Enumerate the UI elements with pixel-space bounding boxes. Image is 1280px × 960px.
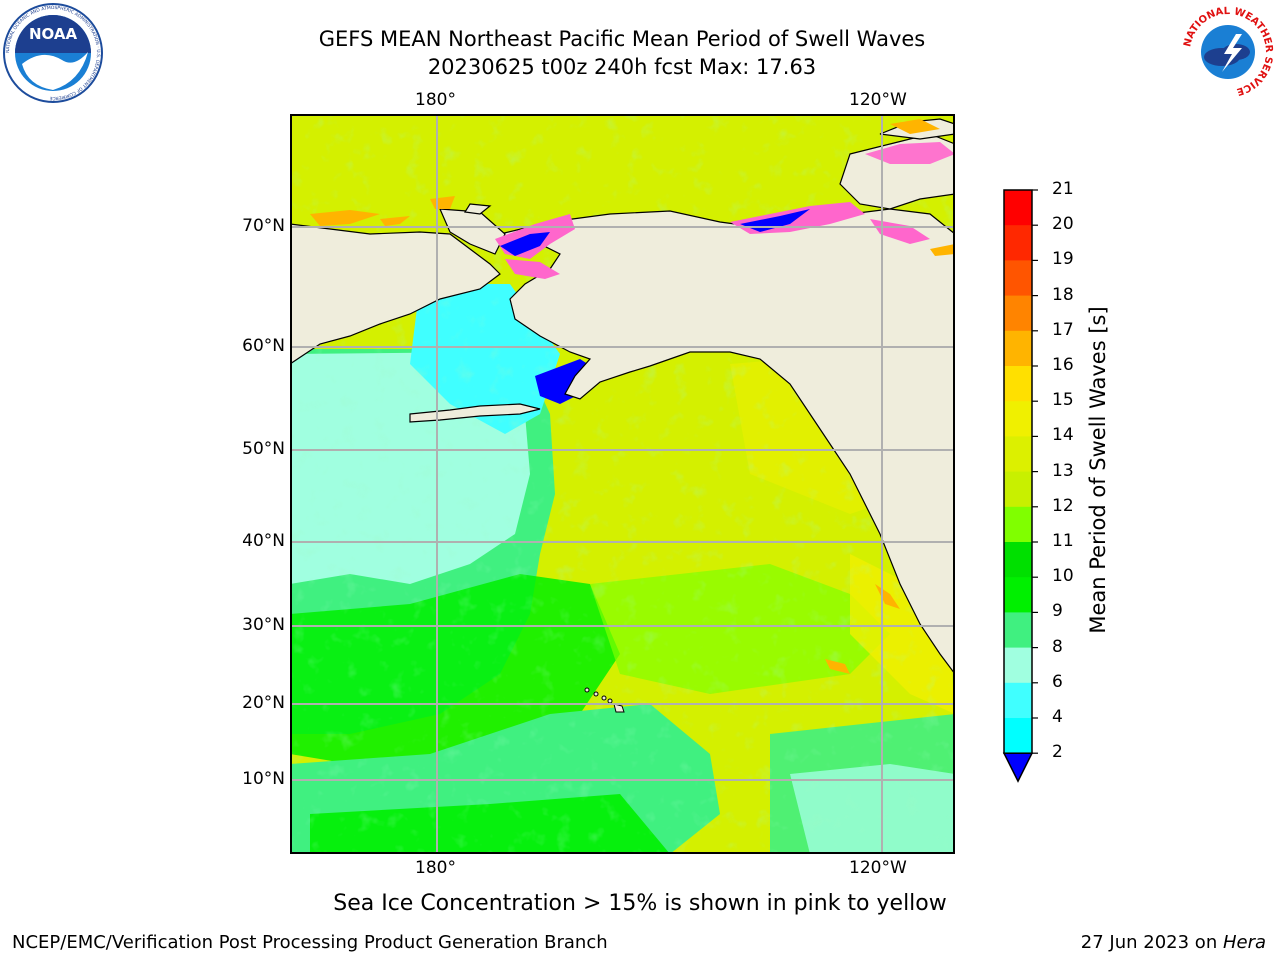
colorbar-bin [1004, 260, 1032, 297]
colorbar-tick-label: 10 [1052, 566, 1074, 587]
map-panel [290, 114, 955, 854]
lat-label-20n: 20°N [242, 693, 285, 713]
colorbar-bin [1004, 647, 1032, 684]
colorbar-tick-label: 9 [1052, 601, 1063, 622]
colorbar-tick-label: 14 [1052, 425, 1074, 446]
footer-machine: Hera [1222, 932, 1266, 953]
colorbar-tick-label: 16 [1052, 355, 1074, 375]
sea-ice-caption: Sea Ice Concentration > 15% is shown in … [333, 891, 947, 916]
map-frame [290, 114, 955, 854]
lat-label-30n: 30°N [242, 615, 285, 635]
colorbar [1002, 189, 1038, 783]
colorbar-bin [1004, 225, 1032, 261]
footer-date-text: 27 Jun 2023 on [1080, 932, 1223, 953]
land-mass [290, 118, 955, 675]
colorbar-tick-label: 6 [1052, 671, 1063, 692]
lat-label-10n: 10°N [242, 769, 285, 789]
lon-label-bottom-180: 180° [415, 858, 456, 878]
colorbar-title: Mean Period of Swell Waves [s] [1086, 306, 1110, 634]
footer-date: 27 Jun 2023 on Hera [1081, 932, 1266, 953]
lon-label-bottom-120w: 120°W [849, 858, 907, 878]
colorbar-tick-label: 2 [1052, 742, 1063, 763]
colorbar-bin [1004, 330, 1032, 367]
colorbar-bin [1004, 718, 1032, 754]
hawaii-islands [584, 687, 625, 713]
footer-credit: NCEP/EMC/Verification Post Processing Pr… [12, 932, 608, 953]
map-title: GEFS MEAN Northeast Pacific Mean Period … [318, 27, 926, 51]
graticule [290, 114, 955, 854]
colorbar-bin [1004, 682, 1032, 719]
colorbar-tick-label: 15 [1052, 390, 1074, 411]
colorbar-extend-arrow [1002, 752, 1034, 783]
colorbar-tick-label: 4 [1052, 707, 1063, 727]
nws-logo: NATIONAL WEATHER SERVICE [1180, 4, 1276, 100]
colorbar-tick-label: 20 [1052, 214, 1074, 235]
noaa-logo: NOAA NATIONAL OCEANIC AND ATMOSPHERIC AD… [3, 3, 103, 103]
colorbar-tick-label: 17 [1052, 319, 1074, 340]
colorbar-bin [1004, 295, 1032, 332]
lat-label-50n: 50°N [242, 439, 285, 459]
colorbar-tick-label: 21 [1052, 179, 1074, 199]
lat-label-60n: 60°N [242, 336, 285, 356]
lat-label-40n: 40°N [242, 531, 285, 551]
colorbar-bin [1004, 542, 1032, 578]
lon-label-top-180: 180° [415, 90, 456, 110]
colorbar-bin [1004, 612, 1032, 649]
colorbar-bin [1004, 436, 1032, 473]
colorbar-tick-label: 13 [1052, 460, 1074, 481]
lon-label-top-120w: 120°W [849, 90, 907, 110]
map-subtitle: 20230625 t00z 240h fcst Max: 17.63 [427, 55, 817, 79]
colorbar-bin [1004, 190, 1032, 226]
colorbar-tick-label: 18 [1052, 284, 1074, 305]
colorbar-bin [1004, 577, 1032, 613]
colorbar-tick-label: 12 [1052, 495, 1074, 516]
colorbar-tick-label: 19 [1052, 249, 1074, 270]
lat-label-70n: 70°N [242, 216, 285, 236]
noaa-logo-text: NOAA [29, 25, 78, 43]
colorbar-tick-label: 11 [1052, 531, 1074, 551]
colorbar-bin [1004, 506, 1032, 543]
colorbar-bin [1004, 471, 1032, 508]
colorbar-bin [1004, 401, 1032, 437]
colorbar-tick-label: 8 [1052, 636, 1063, 657]
colorbar-bin [1004, 366, 1032, 402]
